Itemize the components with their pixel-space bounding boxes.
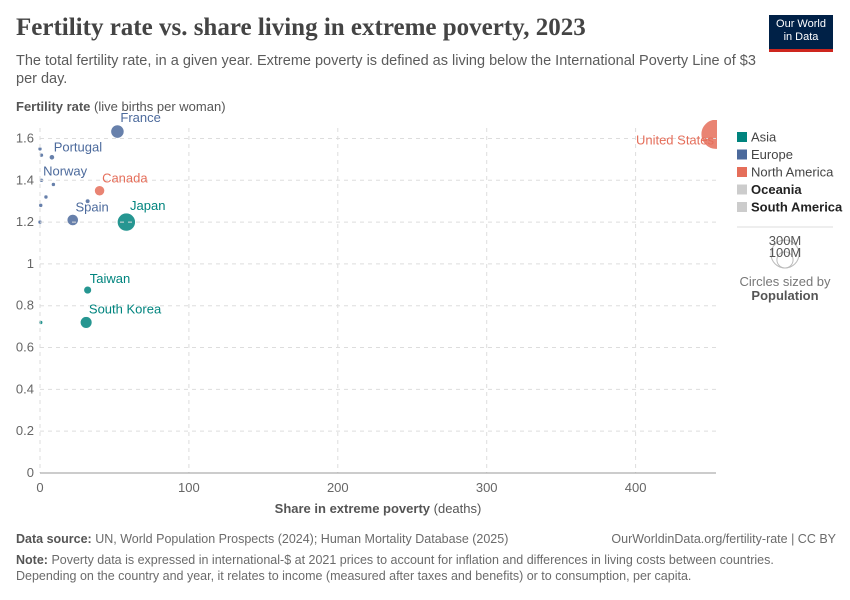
point-label: South Korea: [89, 302, 162, 317]
size-legend-circle: [776, 251, 794, 269]
y-tick-label: 0.2: [16, 423, 34, 438]
bubble: [83, 285, 92, 295]
y-tick-label: 0: [27, 465, 34, 480]
legend-label: North America: [751, 165, 834, 180]
point-label: United States: [636, 132, 715, 147]
point-label: Portugal: [54, 140, 103, 155]
bubble: [80, 316, 93, 329]
bubble: [38, 320, 44, 325]
source-text: UN, World Population Prospects (2024); H…: [95, 532, 509, 546]
size-legend-label: 100M: [769, 245, 802, 260]
size-legend-label: 300M: [769, 233, 802, 248]
chart-title: Fertility rate vs. share living in extre…: [16, 14, 586, 41]
y-tick-label: 1.2: [16, 214, 34, 229]
x-axis-unit: (deaths): [434, 501, 482, 516]
logo-line: in Data: [783, 31, 819, 43]
y-tick-label: 0.6: [16, 340, 34, 355]
x-axis-label: Share in extreme poverty (deaths): [275, 501, 482, 516]
note-label: Note:: [16, 553, 48, 567]
source: Data source: UN, World Population Prospe…: [16, 532, 508, 546]
bubble: [117, 212, 136, 232]
bubble: [94, 185, 105, 197]
bubble: [43, 194, 49, 200]
point-label: Spain: [75, 199, 108, 214]
x-tick-label: 400: [625, 480, 647, 495]
bubble: [110, 124, 125, 139]
x-axis-name: Share in extreme poverty: [275, 501, 431, 516]
bubble: [49, 154, 55, 161]
legend-swatch: [737, 149, 747, 160]
chart-subtitle: The total fertility rate, in a given yea…: [16, 53, 756, 87]
legend-swatch: [737, 202, 747, 212]
y-tick-label: 1.4: [16, 172, 34, 187]
plot: [38, 120, 717, 329]
y-tick-label: 0.8: [16, 298, 34, 313]
legend-label: South America: [751, 200, 843, 215]
y-axis-name: Fertility rate: [16, 99, 90, 114]
note-text: Poverty data is expressed in internation…: [16, 553, 774, 583]
y-tick-label: 1.6: [16, 130, 34, 145]
x-tick-label: 100: [178, 480, 200, 495]
source-label: Data source:: [16, 532, 92, 546]
legend-label: Oceania: [751, 182, 802, 197]
legend-swatch: [737, 184, 747, 195]
x-tick-label: 300: [476, 480, 498, 495]
bubble: [700, 120, 717, 150]
legend-swatch: [737, 167, 747, 177]
y-tick-label: 0.4: [16, 381, 34, 396]
logo-line: Our World: [776, 18, 826, 30]
point-label: France: [120, 110, 160, 125]
y-axis-label: Fertility rate (live births per woman): [16, 99, 226, 114]
bubble: [85, 198, 91, 204]
legend-label: Asia: [751, 130, 777, 145]
legend-swatch: [737, 132, 747, 142]
x-tick-label: 0: [36, 480, 43, 495]
size-legend-caption: Circles sized by: [739, 274, 831, 289]
logo[interactable]: Our World in Data: [769, 15, 833, 52]
point-label: Norway: [43, 163, 88, 178]
point-label: Canada: [102, 171, 148, 186]
legend-label: Europe: [751, 147, 793, 162]
point-label: Taiwan: [90, 271, 130, 286]
y-tick-label: 1: [27, 256, 34, 271]
note: Note: Poverty data is expressed in inter…: [16, 552, 816, 584]
y-axis-unit: (live births per woman): [94, 99, 226, 114]
bubble: [66, 214, 79, 226]
x-tick-label: 200: [327, 480, 349, 495]
bubble: [38, 203, 44, 208]
bubble: [51, 182, 56, 187]
url[interactable]: OurWorldinData.org/fertility-rate | CC B…: [611, 532, 836, 546]
point-label: Japan: [130, 198, 165, 213]
size-legend-variable: Population: [751, 288, 818, 303]
